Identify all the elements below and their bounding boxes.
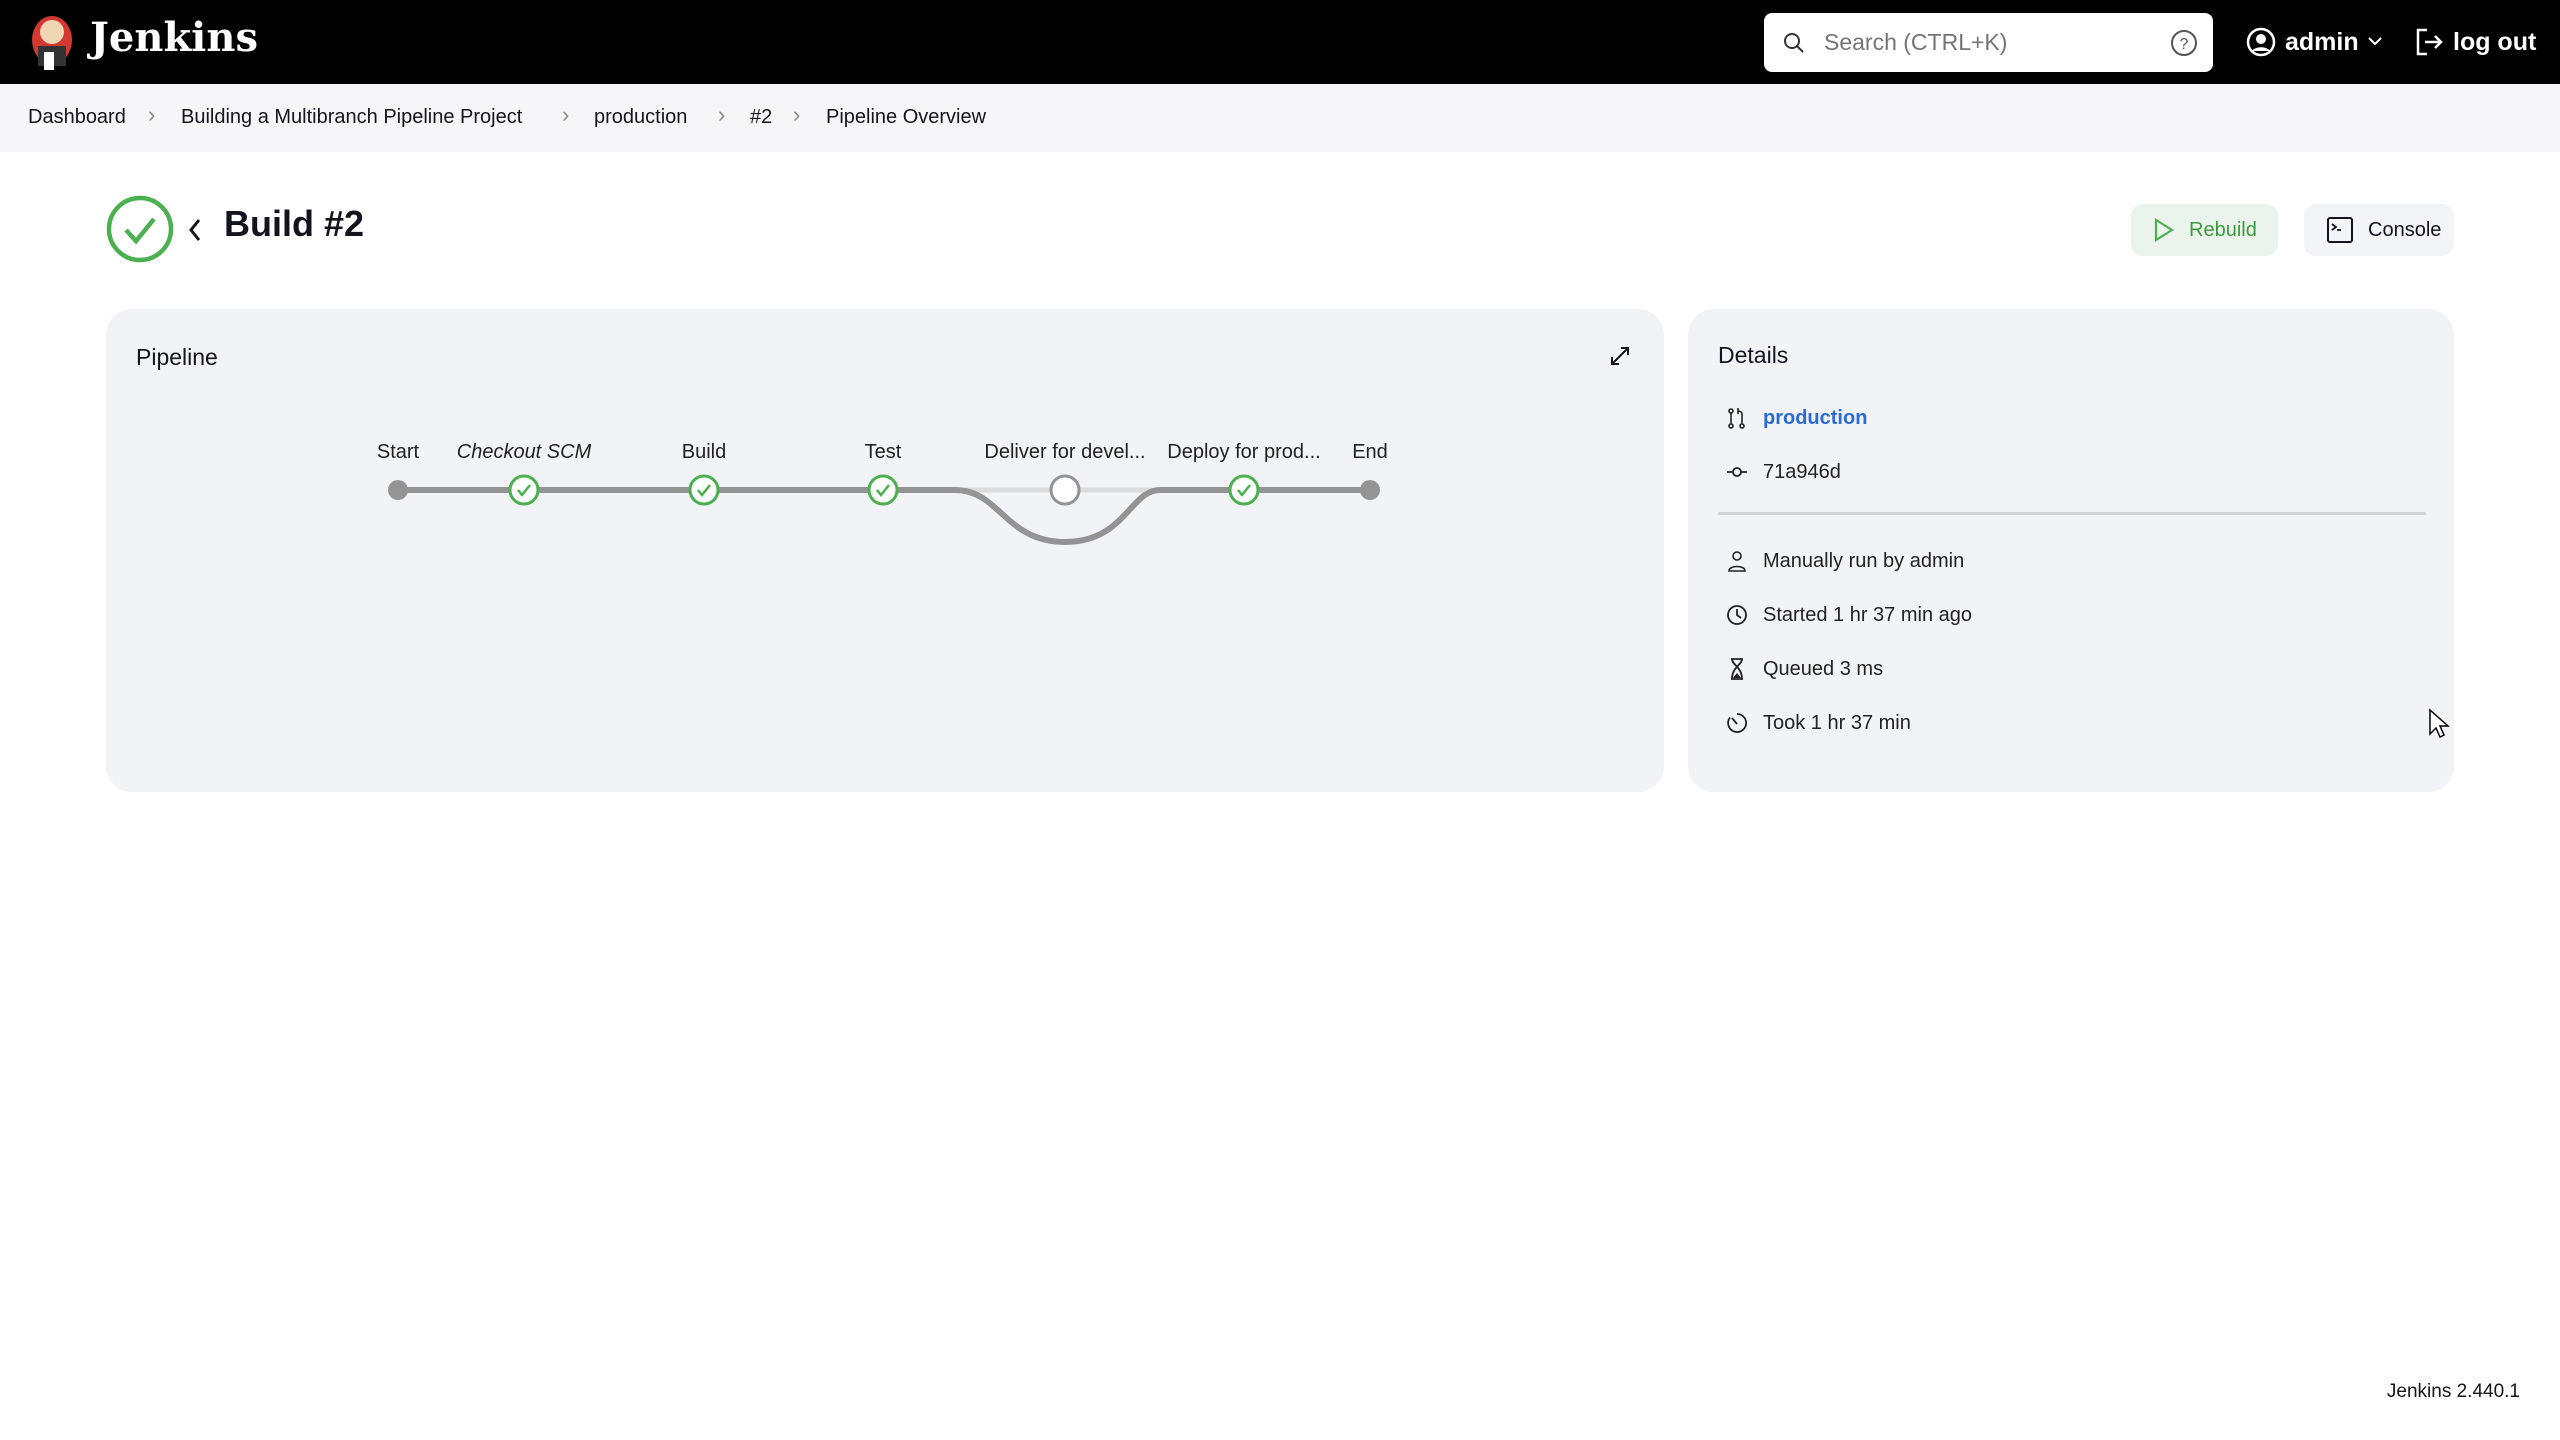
pipeline-graph	[388, 474, 1380, 546]
stage-label[interactable]: Build	[681, 441, 727, 463]
stage-node-success[interactable]	[688, 474, 720, 506]
chevron-right-icon: ›	[148, 102, 156, 127]
check-icon	[1237, 484, 1251, 498]
stage-node-success[interactable]	[508, 474, 540, 506]
hourglass-icon	[1731, 658, 1743, 680]
svg-text:?: ?	[2180, 36, 2189, 53]
stage-node-skipped[interactable]	[1049, 474, 1081, 506]
chevron-right-icon: ›	[562, 102, 570, 127]
jenkins-logo-icon[interactable]	[28, 12, 76, 72]
stage-label[interactable]: End	[1352, 441, 1388, 463]
search-box[interactable]: ?	[1764, 13, 2213, 72]
user-menu[interactable]: admin	[2285, 28, 2359, 56]
breadcrumb-build[interactable]: #2	[750, 106, 773, 128]
pipeline-card	[106, 309, 1664, 792]
console-label: Console	[2368, 218, 2442, 241]
brand-name[interactable]: Jenkins	[90, 14, 258, 61]
search-icon	[1784, 33, 1804, 53]
stage-label[interactable]: Deploy for prod...	[1167, 441, 1321, 463]
commit-hash: 71a946d	[1763, 460, 1841, 483]
branch-icon	[1728, 408, 1745, 429]
rebuild-button[interactable]: Rebuild	[2131, 204, 2278, 256]
breadcrumb-current[interactable]: Pipeline Overview	[826, 106, 987, 128]
success-status-icon	[106, 195, 174, 263]
stage-node-success[interactable]	[867, 474, 899, 506]
mouse-cursor-icon	[2429, 708, 2450, 739]
terminal-icon	[2327, 217, 2353, 243]
commit-icon	[1727, 467, 1747, 477]
expand-icon[interactable]	[1608, 344, 1632, 368]
stage-label[interactable]: Checkout SCM	[456, 441, 592, 463]
play-icon	[2154, 218, 2175, 242]
duration-row: Took 1 hr 37 min	[1725, 711, 1911, 735]
clock-icon	[1727, 605, 1747, 625]
user-icon	[1728, 551, 1746, 572]
queued-row: Queued 3 ms	[1725, 657, 1883, 681]
user-icon[interactable]	[2245, 26, 2277, 58]
page-title: Build #2	[224, 203, 365, 244]
stage-label[interactable]: Start	[376, 441, 420, 463]
chevron-right-icon: ›	[718, 102, 726, 127]
check-icon	[517, 484, 531, 498]
stage-node-success[interactable]	[1228, 474, 1260, 506]
version-footer[interactable]: Jenkins 2.440.1	[2386, 1381, 2520, 1402]
breadcrumb: Dashboard › Building a Multibranch Pipel…	[0, 84, 2560, 152]
stage-node-end[interactable]	[1360, 480, 1380, 500]
logout-icon[interactable]	[2413, 26, 2445, 58]
trigger-row: Manually run by admin	[1725, 549, 1964, 573]
pipeline-title: Pipeline	[136, 344, 218, 370]
duration-text: Took 1 hr 37 min	[1763, 711, 1911, 734]
chevron-down-icon[interactable]	[2366, 34, 2384, 48]
check-icon	[697, 484, 711, 498]
help-icon[interactable]: ?	[2169, 28, 2199, 58]
console-button[interactable]: Console	[2304, 204, 2454, 256]
breadcrumb-dashboard[interactable]: Dashboard	[28, 106, 126, 128]
stage-node-start[interactable]	[388, 480, 408, 500]
stage-label[interactable]: Deliver for devel...	[984, 441, 1146, 463]
started-row: Started 1 hr 37 min ago	[1725, 603, 1972, 627]
divider	[1718, 512, 2426, 515]
chevron-right-icon: ›	[793, 102, 801, 127]
started-text: Started 1 hr 37 min ago	[1763, 603, 1973, 626]
graph-bypass-edge	[954, 487, 1161, 546]
back-chevron-icon[interactable]	[186, 216, 204, 244]
queued-text: Queued 3 ms	[1763, 657, 1884, 680]
rebuild-label: Rebuild	[2189, 218, 2257, 241]
check-icon	[876, 484, 890, 498]
branch-row: production	[1725, 406, 1867, 430]
breadcrumb-branch[interactable]: production	[594, 106, 688, 128]
stage-label[interactable]: Test	[864, 441, 902, 463]
trigger-text: Manually run by admin	[1763, 549, 1965, 572]
logout-link[interactable]: log out	[2453, 28, 2537, 56]
timer-icon	[1727, 713, 1748, 733]
details-card	[1688, 309, 2454, 792]
breadcrumb-project[interactable]: Building a Multibranch Pipeline Project	[181, 106, 523, 128]
details-title: Details	[1718, 342, 1789, 368]
commit-row: 71a946d	[1725, 460, 1841, 484]
search-input[interactable]	[1824, 13, 2144, 72]
branch-link[interactable]: production	[1763, 406, 1868, 429]
